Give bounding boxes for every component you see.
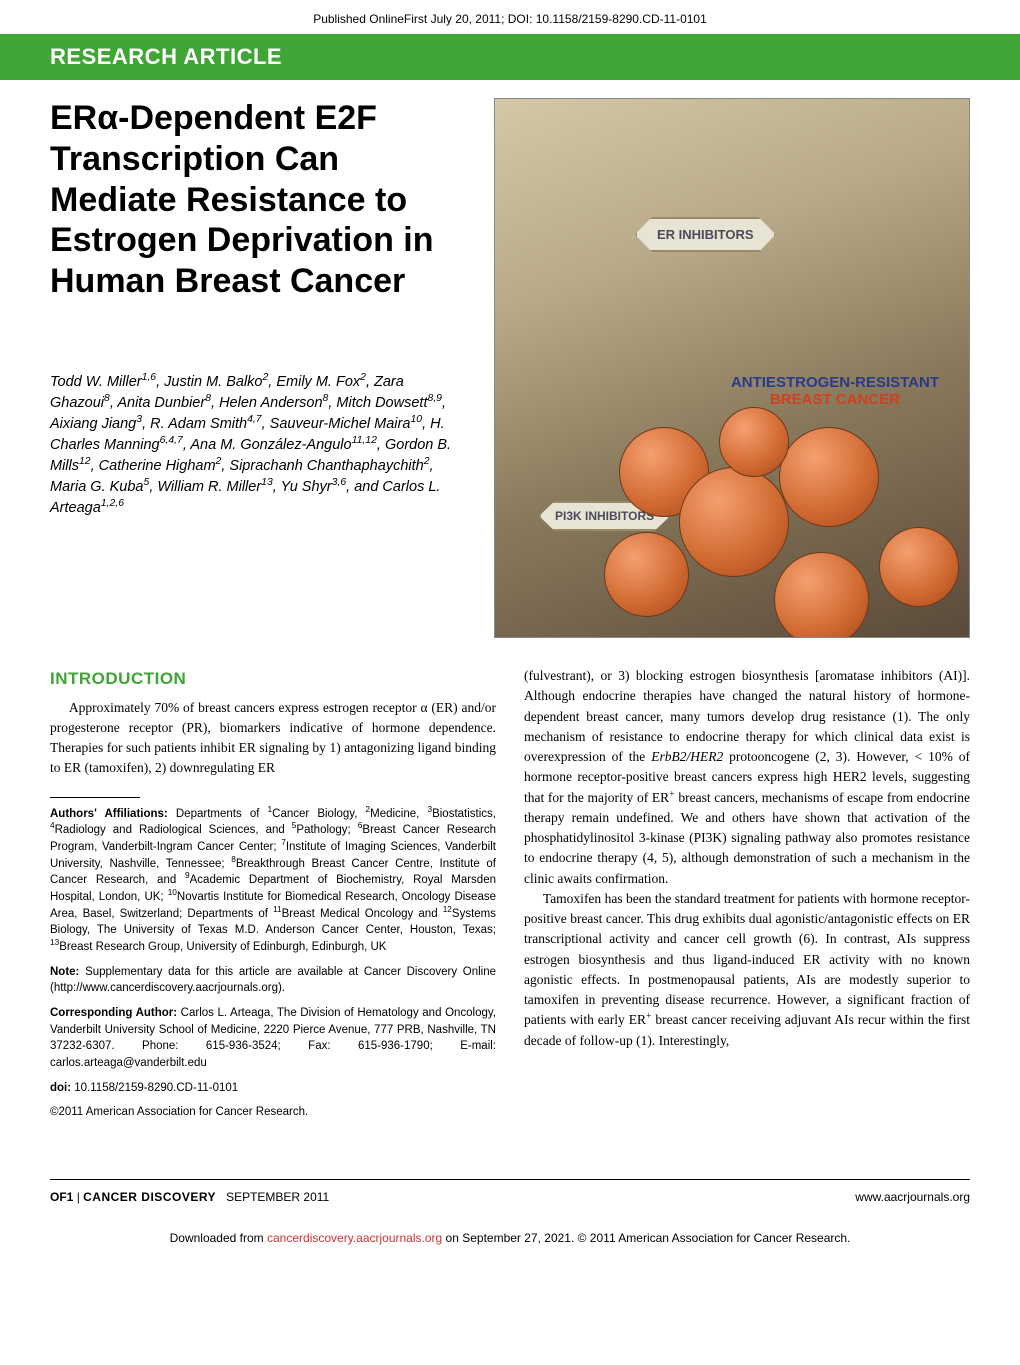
body-paragraph-2: (fulvestrant), or 3) blocking estrogen b… [524, 666, 970, 889]
page-container: Published OnlineFirst July 20, 2011; DOI… [0, 0, 1020, 1267]
figure-cells [637, 368, 969, 637]
column-right: (fulvestrant), or 3) blocking estrogen b… [524, 666, 970, 1129]
footer-left: OF1 | CANCER DISCOVERY SEPTEMBER 2011 [50, 1190, 329, 1204]
title-column: ERα-Dependent E2F Transcription Can Medi… [50, 98, 470, 638]
body-paragraph-3: Tamoxifen has been the standard treatmen… [524, 889, 970, 1051]
article-title: ERα-Dependent E2F Transcription Can Medi… [50, 98, 470, 302]
affiliations-block: Authors' Affiliations: Departments of 1C… [50, 806, 496, 1121]
header-row: ERα-Dependent E2F Transcription Can Medi… [50, 98, 970, 638]
doi: doi: 10.1158/2159-8290.CD-11-0101 [50, 1080, 496, 1097]
figure-label-er-inhibitors: ER INHIBITORS [635, 217, 776, 252]
banner-text: RESEARCH ARTICLE [50, 44, 282, 69]
figure-column: ER INHIBITORS PI3K INHIBITORS ANTIESTROG… [494, 98, 970, 638]
publication-info: Published OnlineFirst July 20, 2011; DOI… [0, 0, 1020, 34]
content-area: ERα-Dependent E2F Transcription Can Medi… [0, 80, 1020, 1149]
introduction-heading: INTRODUCTION [50, 666, 496, 692]
issue-date-text: SEPTEMBER 2011 [226, 1190, 329, 1204]
column-left: INTRODUCTION Approximately 70% of breast… [50, 666, 496, 1129]
article-type-banner: RESEARCH ARTICLE [0, 34, 1020, 80]
supplementary-note: Note: Supplementary data for this articl… [50, 964, 496, 997]
footer-row: OF1 | CANCER DISCOVERY SEPTEMBER 2011 ww… [0, 1190, 1020, 1222]
intro-paragraph-1: Approximately 70% of breast cancers expr… [50, 698, 496, 779]
affiliations: Authors' Affiliations: Departments of 1C… [50, 806, 496, 956]
affiliation-divider [50, 797, 140, 798]
author-list: Todd W. Miller1,6, Justin M. Balko2, Emi… [50, 372, 470, 519]
corresponding-author: Corresponding Author: Carlos L. Arteaga,… [50, 1005, 496, 1072]
download-note: Downloaded from cancerdiscovery.aacrjour… [0, 1222, 1020, 1267]
journal-name: CANCER DISCOVERY [83, 1190, 216, 1204]
page-number: OF1 [50, 1190, 73, 1204]
footer-rule [50, 1179, 970, 1180]
footer-right: www.aacrjournals.org [855, 1190, 970, 1204]
hero-figure: ER INHIBITORS PI3K INHIBITORS ANTIESTROG… [494, 98, 970, 638]
body-columns: INTRODUCTION Approximately 70% of breast… [50, 666, 970, 1129]
copyright: ©2011 American Association for Cancer Re… [50, 1104, 496, 1121]
